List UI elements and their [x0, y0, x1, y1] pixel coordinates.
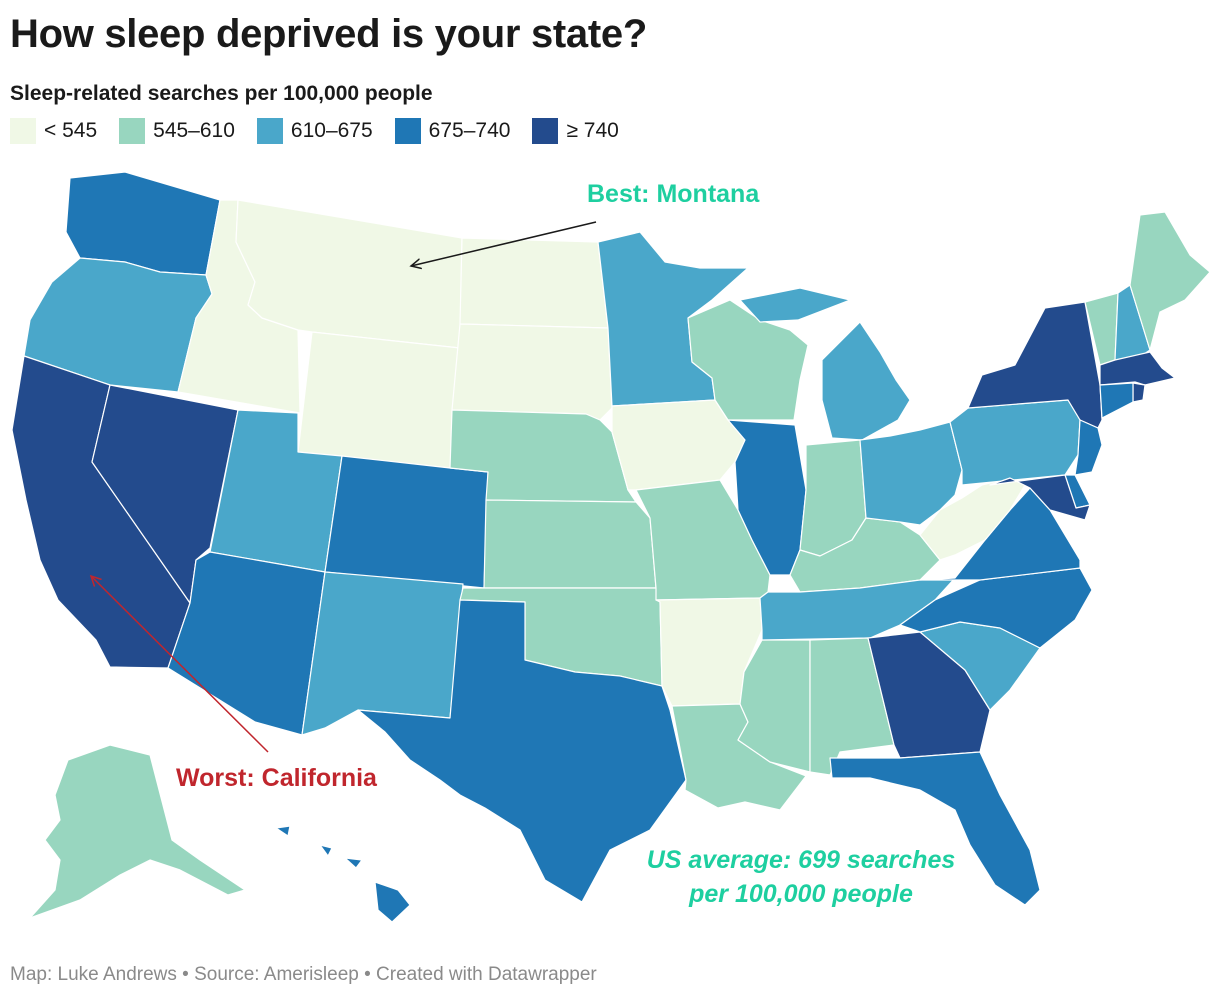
legend-label: ≥ 740 [566, 119, 619, 142]
legend-swatch [10, 118, 36, 144]
worst-arrow [91, 576, 269, 753]
state-illinois[interactable] [727, 419, 807, 576]
legend-item: < 545 [10, 118, 97, 144]
average-annotation-line-1: US average: 699 searches [647, 846, 956, 874]
state-maryland[interactable] [989, 474, 1091, 521]
state-new-mexico[interactable] [301, 571, 464, 736]
state-wyoming[interactable] [297, 331, 461, 469]
state-alaska[interactable] [29, 744, 246, 919]
state-new-jersey[interactable] [1074, 419, 1103, 476]
legend-label: 545–610 [153, 119, 235, 142]
state-connecticut[interactable] [1099, 382, 1134, 419]
state-tennessee[interactable] [759, 577, 956, 641]
legend-item: 610–675 [256, 118, 373, 144]
state-north-dakota[interactable] [459, 237, 609, 329]
legend-swatch [532, 118, 559, 144]
legend-label: 610–675 [290, 119, 373, 142]
state-hawaii[interactable] [275, 825, 411, 923]
average-annotation-line-2: per 100,000 people [688, 880, 913, 908]
state-nebraska[interactable] [449, 409, 637, 503]
state-maine[interactable] [1129, 211, 1211, 351]
state-michigan[interactable] [739, 287, 911, 441]
state-florida[interactable] [829, 751, 1041, 906]
best-arrow [411, 221, 597, 266]
state-texas[interactable] [357, 599, 687, 903]
us-choropleth-map: Best: Montana Worst: California US avera… [11, 171, 1211, 923]
state-south-dakota[interactable] [451, 323, 613, 421]
legend-label: 675–740 [428, 119, 511, 142]
state-ohio[interactable] [859, 421, 963, 526]
best-annotation: Best: Montana [587, 180, 760, 208]
legend-title: Sleep-related searches per 100,000 peopl… [10, 82, 433, 105]
state-rhode-island[interactable] [1132, 382, 1146, 403]
legend-swatch [256, 118, 283, 144]
legend-swatch [119, 118, 146, 144]
legend-label: < 545 [44, 119, 98, 142]
legend-item: 675–740 [394, 118, 511, 144]
chart-title: How sleep deprived is your state? [10, 12, 647, 56]
legend-item: 545–610 [119, 118, 235, 144]
states-layer [11, 171, 1211, 923]
state-pennsylvania[interactable] [949, 399, 1081, 486]
state-north-carolina[interactable] [899, 567, 1093, 649]
legend-swatch [394, 118, 421, 144]
annotations: Best: Montana Worst: California US avera… [91, 180, 955, 908]
color-legend: < 545 545–610 610–675 675–740 ≥ 740 [10, 118, 619, 144]
worst-annotation: Worst: California [176, 764, 378, 792]
state-kansas[interactable] [483, 499, 657, 589]
source-credit: Map: Luke Andrews • Source: Amerisleep •… [10, 964, 597, 985]
state-colorado[interactable] [324, 455, 489, 589]
legend-item: ≥ 740 [532, 118, 619, 144]
